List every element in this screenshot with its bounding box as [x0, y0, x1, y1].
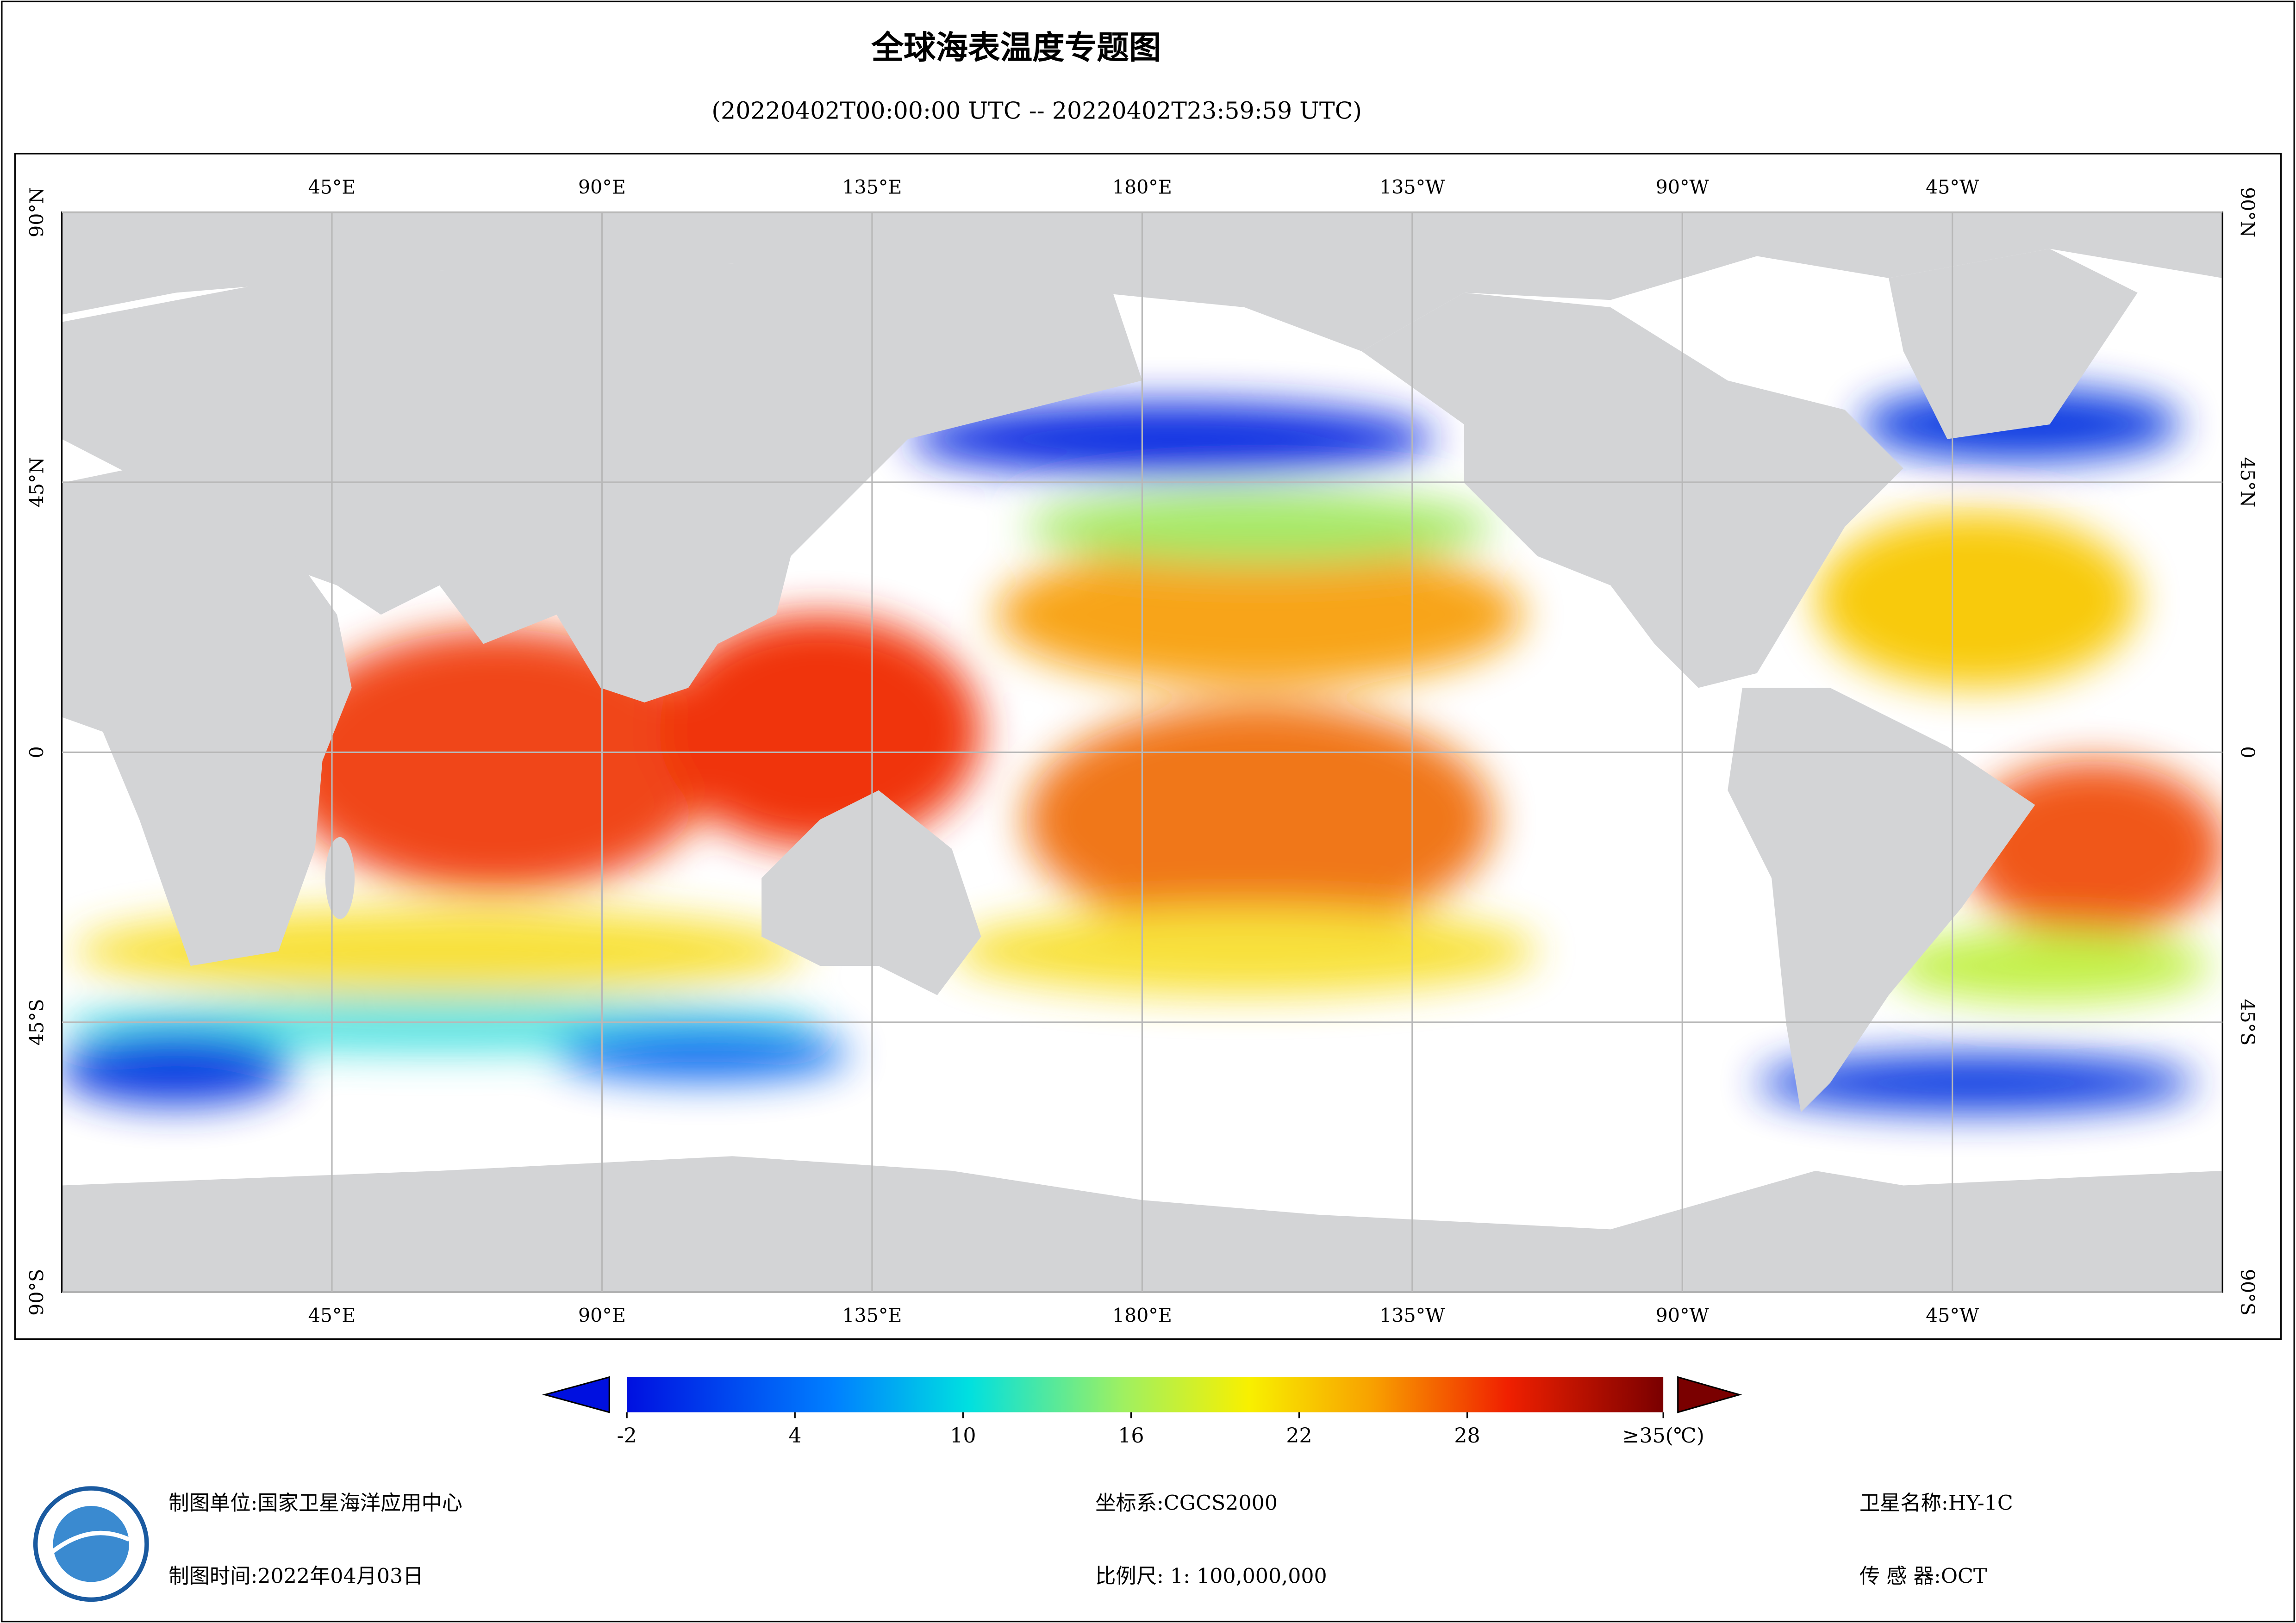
footer-satellite: 卫星名称:HY-1C	[1859, 1491, 2013, 1515]
lat-label-left: 45°S	[25, 999, 48, 1045]
lon-label-top: 45°E	[308, 176, 356, 198]
lat-label-left: 0	[25, 746, 48, 758]
lon-label-top: 90°W	[1656, 176, 1710, 198]
lon-label-bottom: 45°W	[1926, 1305, 1979, 1327]
lat-label-right: 45°N	[2236, 457, 2259, 508]
lon-label-bottom: 90°W	[1656, 1305, 1710, 1327]
lon-label-bottom: 180°E	[1112, 1305, 1172, 1327]
colorbar-label: 22	[1286, 1424, 1312, 1448]
footer-unit: 制图单位:国家卫星海洋应用中心	[168, 1491, 462, 1515]
colorbar-high-arrow	[1677, 1376, 1742, 1413]
lat-label-left: 90°S	[25, 1269, 48, 1316]
footer-scale: 比例尺: 1: 100,000,000	[1095, 1564, 1327, 1588]
colorbar-label: 10	[950, 1424, 976, 1448]
footer-sensor: 传 感 器:OCT	[1859, 1564, 1987, 1588]
colorbar-label: 4	[788, 1424, 801, 1448]
title: 全球海表温度专题图	[871, 29, 1161, 67]
footer-time: 制图时间:2022年04月03日	[168, 1564, 423, 1588]
lon-label-bottom: 135°W	[1379, 1305, 1445, 1327]
lat-label-left: 45°N	[25, 457, 48, 508]
lon-label-top: 45°W	[1926, 176, 1979, 198]
lat-label-right: 90°S	[2236, 1269, 2259, 1316]
lat-label-right: 45°S	[2236, 999, 2259, 1045]
colorbar-label: 16	[1118, 1424, 1144, 1448]
subtitle: (20220402T00:00:00 UTC -- 20220402T23:59…	[711, 97, 1362, 124]
footer-crs: 坐标系:CGCS2000	[1095, 1491, 1278, 1515]
map-frame	[14, 153, 2282, 1340]
lon-label-bottom: 45°E	[308, 1305, 356, 1327]
logo	[33, 1486, 149, 1602]
colorbar-label: 28	[1454, 1424, 1480, 1448]
lat-label-left: 90°N	[25, 187, 48, 237]
lon-label-top: 90°E	[578, 176, 626, 198]
lat-label-right: 90°N	[2236, 187, 2259, 237]
lat-label-right: 0	[2236, 746, 2259, 758]
lon-label-bottom: 90°E	[578, 1305, 626, 1327]
colorbar-label: ≥35(℃)	[1622, 1424, 1704, 1448]
lon-label-top: 135°W	[1379, 176, 1445, 198]
colorbar-label: -2	[617, 1424, 637, 1448]
colorbar	[627, 1377, 1664, 1412]
lon-label-top: 180°E	[1112, 176, 1172, 198]
colorbar-low-arrow	[542, 1376, 610, 1413]
lon-label-bottom: 135°E	[842, 1305, 902, 1327]
lon-label-top: 135°E	[842, 176, 902, 198]
